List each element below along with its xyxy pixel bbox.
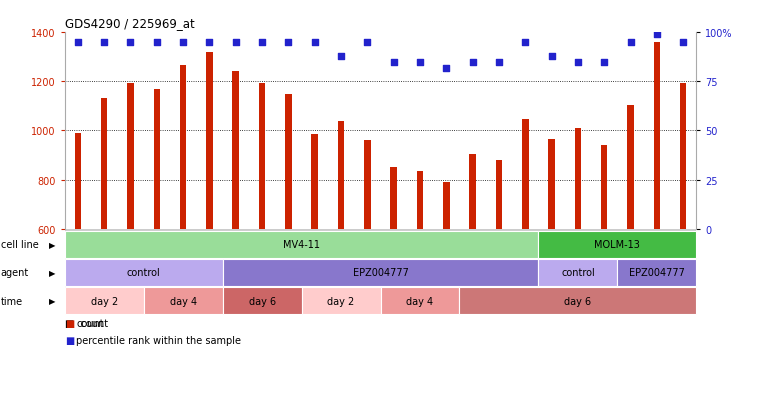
Text: GDS4290 / 225969_at: GDS4290 / 225969_at <box>65 17 194 29</box>
Bar <box>180 66 186 229</box>
Text: percentile rank within the sample: percentile rank within the sample <box>76 335 241 345</box>
Text: ■  count: ■ count <box>65 318 108 328</box>
Point <box>651 32 663 38</box>
Point <box>309 40 321 46</box>
Text: time: time <box>1 296 23 306</box>
Point <box>151 40 163 46</box>
Bar <box>75 133 81 229</box>
Point <box>387 59 400 66</box>
Point <box>124 40 136 46</box>
Point <box>466 59 479 66</box>
Point <box>361 40 374 46</box>
Bar <box>232 72 239 229</box>
Text: MV4-11: MV4-11 <box>283 240 320 250</box>
Bar <box>390 168 397 229</box>
Bar <box>627 105 634 229</box>
Text: control: control <box>561 268 595 278</box>
Point <box>98 40 110 46</box>
Text: EPZ004777: EPZ004777 <box>629 268 685 278</box>
Point <box>625 40 637 46</box>
Text: ■: ■ <box>65 318 74 328</box>
Point <box>598 59 610 66</box>
Bar <box>680 83 686 229</box>
Point <box>414 59 426 66</box>
Text: day 2: day 2 <box>91 296 118 306</box>
Point <box>440 65 452 72</box>
Bar <box>654 43 660 229</box>
Bar <box>311 135 318 229</box>
Point <box>282 40 295 46</box>
Text: ▶: ▶ <box>49 268 56 277</box>
Bar <box>259 83 266 229</box>
Bar <box>575 129 581 229</box>
Text: ▶: ▶ <box>49 240 56 249</box>
Text: agent: agent <box>1 268 29 278</box>
Point <box>519 40 531 46</box>
Bar <box>127 83 134 229</box>
Bar <box>470 154 476 229</box>
Point <box>493 59 505 66</box>
Text: cell line: cell line <box>1 240 39 250</box>
Text: ■: ■ <box>65 335 74 345</box>
Bar <box>601 146 607 229</box>
Bar <box>495 161 502 229</box>
Bar <box>285 94 291 229</box>
Bar <box>522 120 529 229</box>
Bar <box>154 90 160 229</box>
Text: day 6: day 6 <box>249 296 275 306</box>
Text: EPZ004777: EPZ004777 <box>352 268 409 278</box>
Text: day 6: day 6 <box>565 296 591 306</box>
Point <box>256 40 268 46</box>
Text: day 4: day 4 <box>406 296 434 306</box>
Bar <box>101 99 107 229</box>
Point <box>546 53 558 60</box>
Bar <box>364 141 371 229</box>
Text: day 2: day 2 <box>327 296 355 306</box>
Point <box>72 40 84 46</box>
Bar <box>548 140 555 229</box>
Point <box>203 40 215 46</box>
Bar <box>338 121 344 229</box>
Point <box>572 59 584 66</box>
Text: control: control <box>127 268 161 278</box>
Bar <box>206 53 213 229</box>
Text: count: count <box>76 318 103 328</box>
Point <box>335 53 347 60</box>
Bar <box>417 171 423 229</box>
Text: ▶: ▶ <box>49 297 56 305</box>
Bar <box>443 183 450 229</box>
Point <box>230 40 242 46</box>
Point <box>177 40 189 46</box>
Point <box>677 40 689 46</box>
Text: day 4: day 4 <box>170 296 196 306</box>
Text: MOLM-13: MOLM-13 <box>594 240 640 250</box>
